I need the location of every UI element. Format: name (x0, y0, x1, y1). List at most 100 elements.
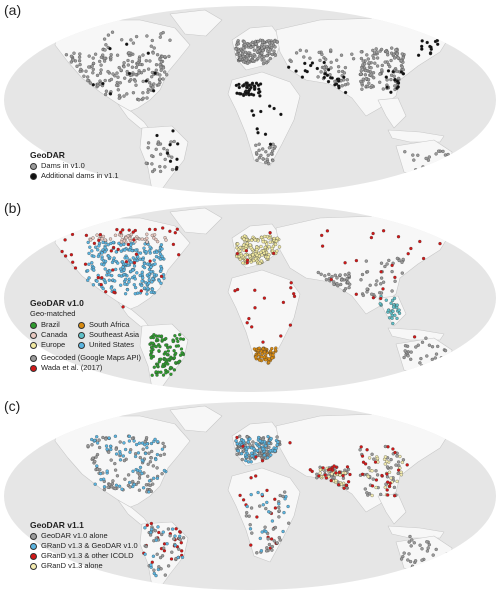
dam-point (316, 270, 320, 275)
dam-point (343, 287, 348, 291)
dam-point (250, 531, 254, 535)
dam-point (261, 447, 265, 451)
dam-point (86, 278, 90, 282)
dam-point (95, 73, 100, 78)
dam-point (147, 479, 152, 483)
dam-point (110, 482, 115, 486)
dam-point (245, 510, 249, 515)
swatch-icon (78, 341, 85, 349)
dam-point (130, 248, 134, 253)
dam-point (145, 34, 149, 38)
dam-point (236, 242, 240, 246)
panel-b: (b) GeoDAR v1.0 Geo-matched Brazil South… (0, 198, 500, 394)
dam-point (174, 167, 179, 171)
dam-point (254, 455, 258, 459)
dam-point (440, 566, 444, 570)
dam-point (151, 277, 155, 281)
dam-point (108, 444, 113, 448)
dam-point (346, 480, 351, 484)
dam-point (341, 474, 345, 478)
dam-point (267, 41, 272, 45)
dam-point (396, 460, 401, 464)
legend-item: Wada et al. (2017) (30, 363, 158, 373)
dam-point (75, 64, 79, 68)
dam-point (77, 55, 82, 59)
dam-point (147, 490, 151, 494)
dam-point (90, 261, 94, 265)
dam-point (408, 534, 412, 539)
dam-point (385, 465, 390, 469)
dam-point (152, 258, 156, 262)
dam-point (277, 245, 282, 249)
dam-point (87, 54, 91, 58)
dam-point (391, 321, 395, 326)
dam-point (242, 83, 246, 88)
dam-point (259, 244, 263, 249)
dam-point (400, 65, 404, 69)
dam-point (277, 509, 281, 513)
dam-point (420, 44, 424, 49)
dam-point (267, 542, 272, 547)
dam-point (155, 552, 159, 556)
dam-point (237, 85, 241, 90)
dam-point (425, 354, 429, 358)
dam-point (411, 153, 415, 157)
dam-point (241, 439, 246, 443)
dam-point (396, 468, 401, 472)
dam-point (418, 239, 422, 244)
dam-point (255, 515, 259, 519)
dam-point (363, 68, 368, 73)
dam-point (242, 40, 246, 44)
dam-point (91, 56, 95, 60)
dam-point (254, 441, 258, 446)
dam-point (159, 281, 163, 285)
dam-point (145, 445, 149, 450)
dam-point (268, 449, 273, 453)
dam-point (315, 472, 319, 476)
dam-point (79, 67, 83, 72)
dam-point (434, 547, 438, 552)
dam-point (150, 287, 155, 291)
dam-point (292, 294, 297, 299)
dam-point (395, 79, 400, 83)
dam-point (392, 494, 397, 498)
dam-point (348, 282, 352, 286)
dam-point (106, 69, 110, 74)
dam-point (273, 506, 278, 510)
legend-item: GeoDAR v1.0 alone (30, 531, 138, 541)
dam-point (244, 238, 249, 242)
dam-point (128, 485, 132, 489)
dam-point (249, 245, 253, 250)
dam-point (149, 563, 153, 567)
dam-point (251, 58, 255, 63)
dam-point (265, 157, 269, 161)
dam-point (245, 85, 249, 90)
dam-point (153, 227, 157, 232)
dam-point (134, 34, 139, 39)
dam-point (160, 472, 164, 476)
dam-point (439, 356, 444, 360)
dam-point (275, 435, 279, 439)
dam-point (136, 255, 140, 259)
dam-point (111, 268, 115, 272)
dam-point (369, 66, 373, 70)
dam-point (380, 63, 384, 68)
dam-point (126, 63, 130, 67)
dam-point (426, 158, 431, 162)
dam-point (162, 452, 166, 456)
dam-point (424, 336, 428, 340)
dam-point (95, 441, 100, 445)
dam-point (134, 65, 138, 70)
dam-point (421, 566, 425, 570)
dam-point (370, 469, 374, 473)
dam-point (88, 81, 93, 85)
dam-point (248, 527, 253, 531)
dam-point (162, 549, 167, 553)
dam-point (334, 471, 338, 475)
dam-point (117, 65, 121, 70)
dam-point (148, 259, 152, 263)
dam-point (63, 238, 67, 242)
dam-point (136, 480, 141, 485)
dam-point (102, 263, 106, 267)
dam-point (150, 162, 154, 166)
